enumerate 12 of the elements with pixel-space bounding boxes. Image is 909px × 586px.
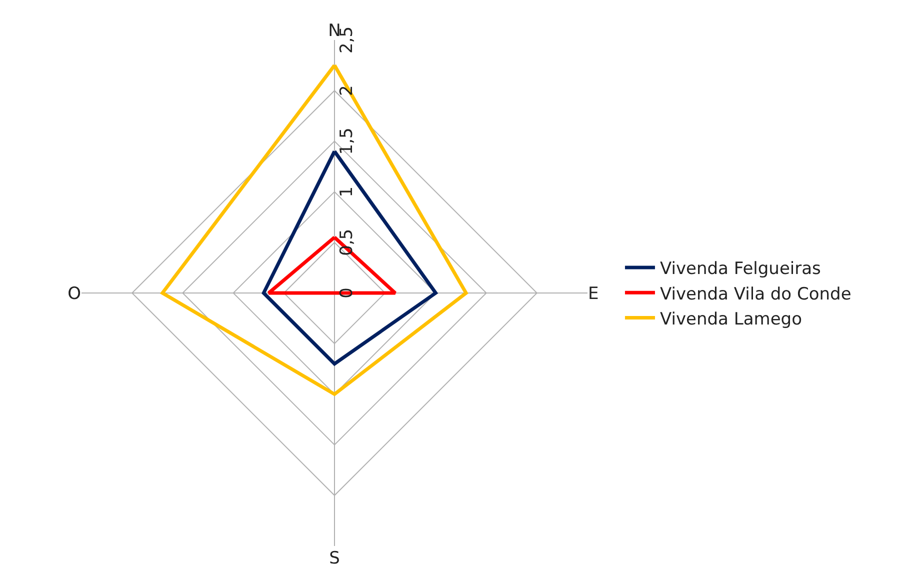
y-tick-label: 0,5: [337, 228, 357, 256]
legend-label: Vivenda Vila do Conde: [660, 284, 852, 304]
y-tick-label: 2: [337, 85, 357, 96]
y-tick-label: 0: [337, 288, 357, 298]
y-tick-label: 1,5: [337, 128, 357, 155]
y-tick-label: 1: [337, 186, 357, 198]
spoke-label: S: [329, 548, 340, 568]
spoke-label: O: [68, 284, 81, 304]
spoke-label: E: [588, 284, 599, 304]
spoke-label: N: [328, 21, 341, 42]
legend-label: Vivenda Lamego: [660, 309, 802, 330]
legend-label: Vivenda Felgueiras: [660, 259, 822, 280]
